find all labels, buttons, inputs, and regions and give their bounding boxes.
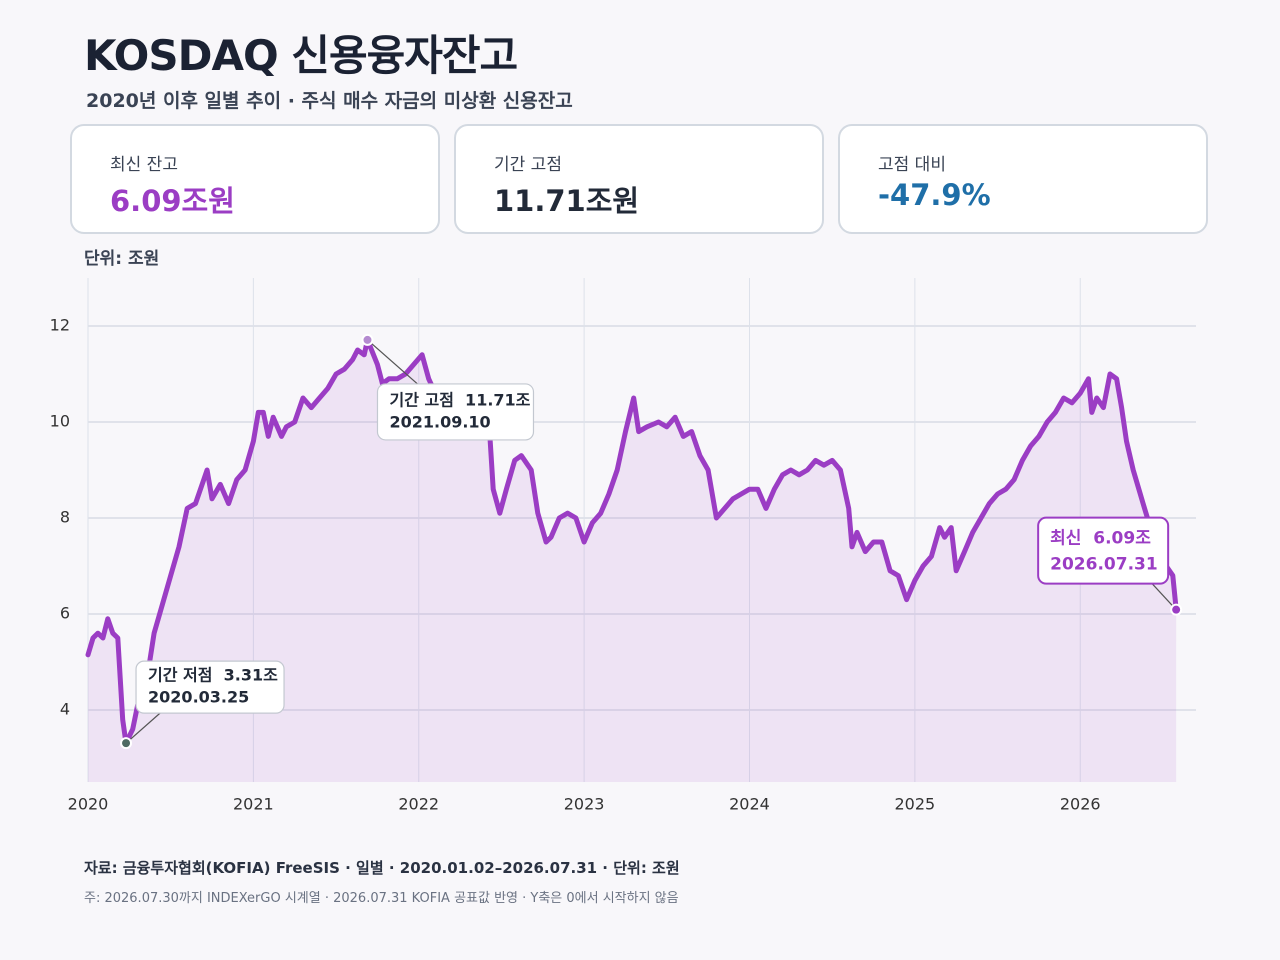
annotation-date: 2026.07.31	[1050, 555, 1158, 575]
y-tick-label: 12	[50, 316, 70, 335]
kpi-label: 최신 잔고	[110, 155, 178, 175]
x-tick-label: 2022	[398, 795, 439, 814]
annotation: 기간 고점 11.71조 2021.09.10	[361, 333, 535, 441]
annotation-box	[135, 660, 285, 714]
y-tick-label: 8	[60, 508, 70, 527]
annotation-label: 기간 고점 11.71조	[389, 390, 530, 409]
kpi-label: 고점 대비	[878, 155, 946, 175]
x-tick-label: 2025	[895, 795, 936, 814]
kpi-label: 기간 고점	[494, 155, 562, 175]
annotation-point	[361, 333, 374, 346]
subtitle: 2020년 이후 일별 추이 · 주식 매수 자금의 미상환 신용잔고	[86, 90, 573, 112]
annotation-box	[376, 383, 535, 441]
kpi-card: 고점 대비 -47.9%	[838, 124, 1208, 234]
x-tick-label: 2020	[68, 795, 109, 814]
source: 자료: 금융투자협회(KOFIA) FreeSIS · 일별 · 2020.01…	[84, 859, 680, 877]
line	[85, 337, 1179, 746]
y-tick-label: 4	[60, 700, 70, 719]
y-tick-label: 6	[60, 604, 70, 623]
unit-label: 단위: 조원	[84, 249, 160, 269]
annotation-box	[1037, 516, 1170, 585]
kpi-card: 최신 잔고 6.09조원	[70, 124, 440, 234]
annotation: 최신 6.09조 2026.07.31	[1037, 516, 1183, 616]
annotation-label: 최신 6.09조	[1050, 529, 1151, 549]
chart: 4 6 8 10 12 2020 2021 2022 2023 2024 2025 2026 기간 저점…	[50, 278, 1196, 814]
x-tick-label: 2026	[1060, 795, 1101, 814]
annotation-connector	[125, 712, 161, 744]
annotation-date: 2020.03.25	[148, 688, 249, 707]
annotation-label: 기간 저점 3.31조	[148, 666, 278, 685]
annotation-connector	[367, 339, 418, 385]
annotation-point	[120, 737, 133, 750]
y-tick-label: 10	[50, 412, 70, 431]
annotation-date: 2021.09.10	[389, 412, 490, 431]
kpi-value: 11.71조원	[494, 184, 640, 218]
kpi-card: 기간 고점 11.71조원	[454, 124, 824, 234]
title: KOSDAQ 신용융자잔고	[84, 31, 518, 80]
area	[88, 339, 1177, 782]
x-tick-label: 2021	[233, 795, 274, 814]
kpi-value: 6.09조원	[110, 184, 235, 218]
x-tick-label: 2023	[564, 795, 605, 814]
x-tick-label: 2024	[729, 795, 770, 814]
annotation-point	[1170, 603, 1183, 616]
annotation: 기간 저점 3.31조 2020.03.25	[120, 660, 285, 750]
note: 주: 2026.07.30까지 INDEXerGO 시계열 · 2026.07.…	[84, 891, 679, 906]
kpi-value: -47.9%	[878, 178, 991, 212]
